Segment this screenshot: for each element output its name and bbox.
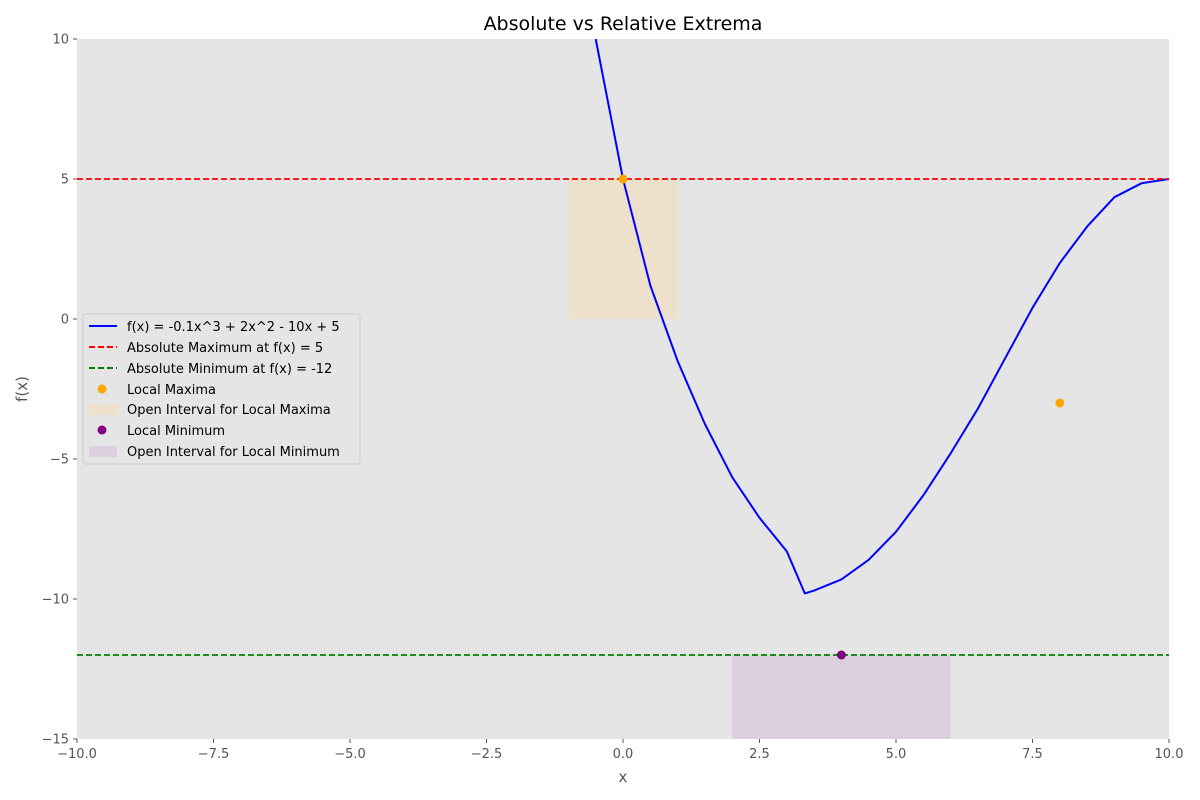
x-tick-label: −7.5 <box>198 747 230 762</box>
x-tick-label: 5.0 <box>886 747 907 762</box>
legend-label-abs-min: Absolute Minimum at f(x) = -12 <box>127 362 332 377</box>
interval-max-region <box>568 179 678 319</box>
legend-label-interval-min: Open Interval for Local Minimum <box>127 445 340 460</box>
legend-label-local-maxima: Local Maxima <box>127 383 216 398</box>
y-tick-label: −5 <box>50 453 69 468</box>
y-axis-ticks: −15 −10 −5 0 5 10 <box>42 33 77 748</box>
x-axis-ticks: −10.0 −7.5 −5.0 −2.5 0.0 2.5 5.0 7.5 10.0 <box>57 739 1183 762</box>
legend-swatch-interval-max <box>89 404 117 415</box>
x-tick-label: 0.0 <box>613 747 634 762</box>
x-tick-label: 10.0 <box>1155 747 1184 762</box>
function-curve <box>594 38 1170 595</box>
y-tick-label: 10 <box>52 33 69 48</box>
legend: f(x) = -0.1x^3 + 2x^2 - 10x + 5 Absolute… <box>82 313 361 465</box>
y-tick-label: −15 <box>42 733 69 748</box>
legend-swatch-interval-min <box>89 446 117 457</box>
local-min-point <box>836 650 846 660</box>
y-tick-label: 0 <box>61 313 69 328</box>
y-tick-label: −10 <box>42 593 69 608</box>
x-tick-label: 7.5 <box>1022 747 1043 762</box>
legend-swatch-local-maxima <box>97 384 107 394</box>
chart-title: Absolute vs Relative Extrema <box>484 13 763 35</box>
local-max-point <box>1055 398 1065 408</box>
legend-label-curve: f(x) = -0.1x^3 + 2x^2 - 10x + 5 <box>127 320 340 335</box>
x-tick-label: 2.5 <box>749 747 770 762</box>
legend-box <box>82 313 361 465</box>
y-axis-label: f(x) <box>13 376 31 402</box>
legend-label-interval-max: Open Interval for Local Maxima <box>127 403 331 418</box>
x-tick-label: −5.0 <box>334 747 366 762</box>
x-tick-label: −2.5 <box>471 747 503 762</box>
x-tick-label: −10.0 <box>57 747 97 762</box>
interval-min-region <box>732 655 951 739</box>
legend-label-local-minimum: Local Minimum <box>127 424 225 439</box>
y-tick-label: 5 <box>61 173 69 188</box>
plot-layer <box>77 38 1170 739</box>
legend-label-abs-max: Absolute Maximum at f(x) = 5 <box>127 341 323 356</box>
legend-swatch-local-minimum <box>97 425 107 435</box>
x-axis-label: x <box>619 768 628 786</box>
local-max-point <box>618 174 628 184</box>
